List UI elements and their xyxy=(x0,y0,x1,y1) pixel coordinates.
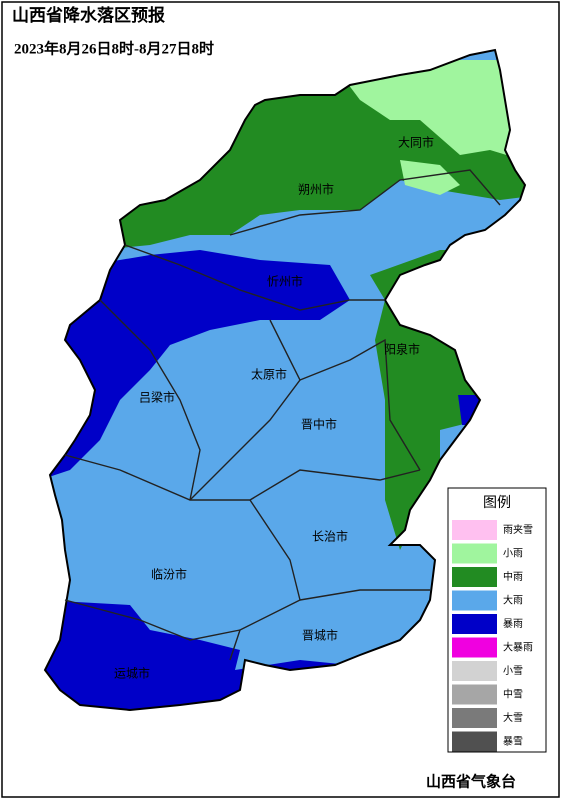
legend-swatch xyxy=(452,590,497,611)
city-labels: 大同市 朔州市 忻州市 阳泉市 太原市 吕梁市 晋中市 长治市 临汾市 晋城市 … xyxy=(114,135,434,681)
legend-label: 雨夹雪 xyxy=(503,523,533,536)
legend-swatch xyxy=(452,567,497,587)
city-label: 朔州市 xyxy=(298,182,334,197)
zone-light-rain xyxy=(400,160,460,195)
legend-label: 大雪 xyxy=(503,711,523,724)
city-label: 长治市 xyxy=(312,529,348,544)
legend-title: 图例 xyxy=(483,495,511,511)
period: 2023年8月26日8时-8月27日8时 xyxy=(14,39,214,57)
city-label: 吕梁市 xyxy=(139,390,175,405)
legend-swatch xyxy=(452,520,497,540)
legend-swatch xyxy=(452,708,497,728)
legend-swatch xyxy=(452,543,497,564)
city-label: 太原市 xyxy=(251,367,287,382)
legend-swatch xyxy=(452,614,497,634)
legend-label: 小雨 xyxy=(503,548,523,560)
city-label: 忻州市 xyxy=(267,274,303,289)
city-borders xyxy=(64,169,501,661)
zone-rainstorm xyxy=(45,250,350,480)
legend-swatch xyxy=(452,731,497,752)
city-label: 晋城市 xyxy=(302,628,338,643)
legend-label: 小雪 xyxy=(503,665,523,677)
title: 山西省降水落区预报 xyxy=(12,5,165,26)
legend-swatch xyxy=(452,637,497,658)
zone-light-rain xyxy=(330,60,525,165)
legend-swatch xyxy=(452,661,497,681)
legend-swatch xyxy=(452,684,497,705)
legend-label: 大暴雨 xyxy=(503,641,533,654)
footer: 山西省气象台 xyxy=(426,773,516,791)
city-label: 晋中市 xyxy=(301,417,337,432)
legend-label: 中雪 xyxy=(503,688,523,701)
city-label: 大同市 xyxy=(398,135,434,150)
city-label: 运城市 xyxy=(114,666,150,681)
legend-label: 暴雨 xyxy=(503,618,523,630)
city-label: 临汾市 xyxy=(151,567,187,582)
legend-label: 中雨 xyxy=(503,570,523,583)
legend-label: 大雨 xyxy=(503,594,523,607)
legend-label: 暴雪 xyxy=(503,736,523,748)
city-label: 阳泉市 xyxy=(384,342,420,357)
